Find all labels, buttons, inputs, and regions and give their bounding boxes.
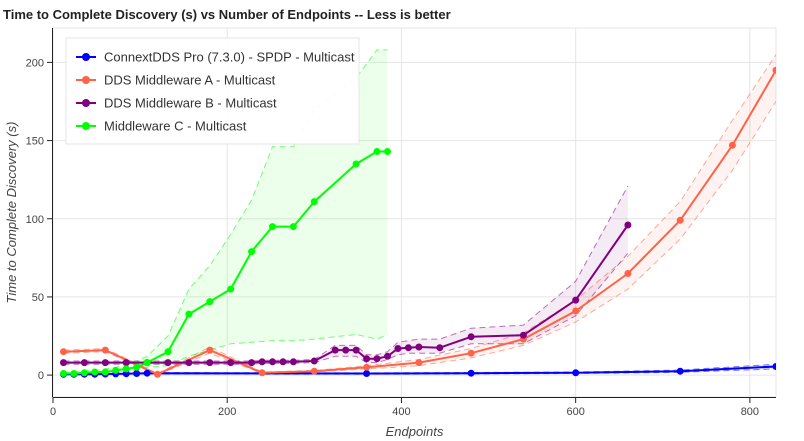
- point-middleware-c-multicast: [80, 369, 88, 377]
- point-middleware-c-multicast: [122, 365, 130, 373]
- point-dds-middleware-a-multicast: [258, 369, 266, 377]
- point-dds-middleware-a-multicast: [728, 141, 736, 149]
- point-dds-middleware-a-multicast: [206, 346, 214, 354]
- point-dds-middleware-b-multicast: [331, 346, 339, 354]
- legend-label-connextdds-pro-7-3-0-spdp-multicast: ConnextDDS Pro (7.3.0) - SPDP - Multicas…: [104, 50, 355, 65]
- y-tick-label: 50: [32, 292, 44, 304]
- legend-marker-dds-middleware-a-multicast: [82, 76, 90, 84]
- point-middleware-c-multicast: [289, 223, 297, 231]
- point-middleware-c-multicast: [269, 223, 276, 231]
- point-middleware-c-multicast: [310, 198, 318, 206]
- point-dds-middleware-b-multicast: [80, 359, 88, 367]
- point-middleware-c-multicast: [185, 310, 193, 318]
- x-tick-label: 800: [741, 406, 759, 418]
- point-dds-middleware-b-multicast: [60, 359, 67, 367]
- point-middleware-c-multicast: [164, 348, 172, 356]
- point-dds-middleware-a-multicast: [572, 307, 580, 315]
- point-dds-middleware-b-multicast: [572, 296, 580, 304]
- point-connextdds-pro-7-3-0-spdp-multicast: [133, 370, 141, 377]
- legend-label-dds-middleware-a-multicast: DDS Middleware A - Multicast: [104, 73, 276, 88]
- point-middleware-c-multicast: [248, 248, 256, 256]
- point-middleware-c-multicast: [143, 359, 151, 367]
- point-dds-middleware-a-multicast: [415, 359, 423, 367]
- point-connextdds-pro-7-3-0-spdp-multicast: [467, 369, 475, 377]
- point-dds-middleware-b-multicast: [342, 346, 350, 354]
- point-dds-middleware-b-multicast: [164, 359, 172, 367]
- point-dds-middleware-b-multicast: [352, 346, 360, 354]
- x-axis-label: Endpoints: [386, 424, 444, 439]
- point-connextdds-pro-7-3-0-spdp-multicast: [143, 369, 151, 377]
- y-tick-label: 100: [26, 214, 44, 226]
- point-dds-middleware-b-multicast: [289, 358, 297, 366]
- legend-label-dds-middleware-b-multicast: DDS Middleware B - Multicast: [104, 96, 277, 111]
- point-dds-middleware-b-multicast: [436, 344, 444, 352]
- point-dds-middleware-a-multicast: [676, 216, 684, 224]
- point-middleware-c-multicast: [91, 368, 99, 376]
- point-middleware-c-multicast: [352, 160, 360, 168]
- point-connextdds-pro-7-3-0-spdp-multicast: [363, 370, 371, 377]
- legend-box: [65, 37, 360, 145]
- point-connextdds-pro-7-3-0-spdp-multicast: [676, 367, 684, 375]
- chart-title: Time to Complete Discovery (s) vs Number…: [3, 7, 451, 22]
- point-dds-middleware-b-multicast: [519, 331, 527, 339]
- band-low-dds-middleware-a-multicast: [63, 101, 776, 376]
- point-dds-middleware-b-multicast: [373, 355, 381, 363]
- point-dds-middleware-b-multicast: [310, 357, 318, 365]
- point-dds-middleware-a-multicast: [101, 346, 109, 354]
- legend-marker-middleware-c-multicast: [82, 122, 90, 130]
- point-dds-middleware-b-multicast: [279, 358, 287, 366]
- tick-labels: 0 200 400 600 800 0 50 100 150 200: [26, 57, 759, 418]
- point-connextdds-pro-7-3-0-spdp-multicast: [572, 369, 580, 377]
- point-middleware-c-multicast: [373, 148, 381, 155]
- point-middleware-c-multicast: [101, 368, 109, 376]
- legend-marker-dds-middleware-b-multicast: [82, 99, 90, 107]
- legend-marker-connextdds-pro-7-3-0-spdp-multicast: [82, 53, 90, 61]
- y-tick-label: 150: [26, 136, 44, 148]
- point-dds-middleware-a-multicast: [310, 367, 318, 375]
- point-middleware-c-multicast: [112, 366, 120, 374]
- point-middleware-c-multicast: [133, 363, 141, 371]
- point-dds-middleware-b-multicast: [624, 221, 632, 229]
- point-dds-middleware-a-multicast: [363, 363, 371, 371]
- y-tick-label: 200: [26, 57, 44, 69]
- point-dds-middleware-a-multicast: [624, 270, 632, 277]
- legend-label-middleware-c-multicast: Middleware C - Multicast: [104, 119, 247, 134]
- y-axis-label: Time to Complete Discovery (s): [4, 122, 19, 304]
- x-tick-label: 0: [50, 406, 56, 418]
- point-dds-middleware-b-multicast: [101, 359, 109, 367]
- point-middleware-c-multicast: [384, 148, 391, 155]
- point-dds-middleware-b-multicast: [206, 359, 214, 367]
- axes: [47, 28, 776, 403]
- point-dds-middleware-a-multicast: [772, 66, 776, 74]
- point-dds-middleware-a-multicast: [154, 370, 161, 378]
- point-dds-middleware-b-multicast: [269, 358, 276, 366]
- point-middleware-c-multicast: [227, 285, 235, 293]
- point-dds-middleware-b-multicast: [122, 359, 130, 367]
- point-dds-middleware-b-multicast: [415, 343, 423, 351]
- x-tick-label: 400: [392, 406, 410, 418]
- point-middleware-c-multicast: [70, 370, 78, 377]
- y-tick-label: 0: [38, 370, 44, 382]
- point-dds-middleware-b-multicast: [363, 355, 371, 363]
- point-dds-middleware-b-multicast: [227, 359, 235, 367]
- point-dds-middleware-a-multicast: [467, 349, 475, 357]
- legend: ConnextDDS Pro (7.3.0) - SPDP - Multicas…: [65, 37, 360, 145]
- x-tick-label: 600: [566, 406, 584, 418]
- point-dds-middleware-b-multicast: [248, 359, 256, 367]
- series-points: [60, 66, 776, 378]
- point-dds-middleware-b-multicast: [467, 333, 475, 341]
- point-middleware-c-multicast: [206, 298, 214, 306]
- point-dds-middleware-b-multicast: [258, 358, 266, 366]
- point-dds-middleware-b-multicast: [384, 352, 391, 360]
- point-dds-middleware-b-multicast: [404, 344, 412, 352]
- point-dds-middleware-b-multicast: [185, 359, 193, 367]
- point-dds-middleware-b-multicast: [394, 345, 402, 352]
- point-dds-middleware-a-multicast: [60, 348, 67, 356]
- point-connextdds-pro-7-3-0-spdp-multicast: [772, 363, 776, 370]
- point-middleware-c-multicast: [60, 370, 67, 377]
- x-tick-label: 200: [218, 406, 236, 418]
